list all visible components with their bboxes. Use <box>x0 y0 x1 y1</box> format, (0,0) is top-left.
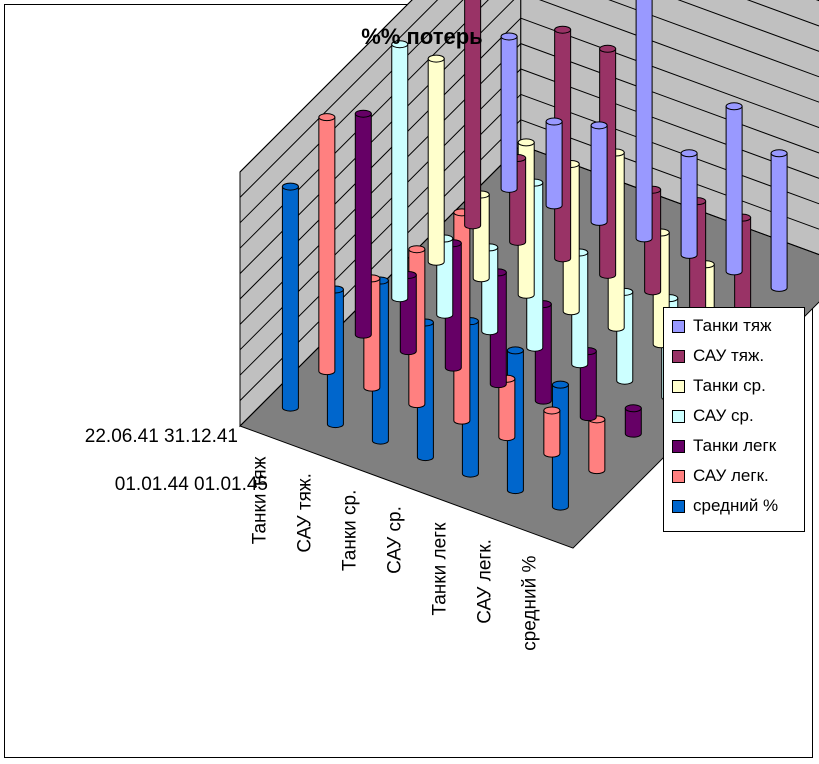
bar-4-0 <box>354 109 372 339</box>
x-tick-label: Танки ср. <box>339 490 360 571</box>
legend-item: средний % <box>672 494 778 518</box>
bar-3-0 <box>391 40 409 303</box>
bar-0-1 <box>545 117 563 210</box>
legend-swatch <box>672 469 685 483</box>
legend-label: Танки легк <box>693 436 777 455</box>
legend-swatch <box>672 439 685 453</box>
legend-swatch <box>672 349 685 363</box>
chart-axes: 00,10,20,30,40,50,60,70,80,91Танки тяжСА… <box>249 456 540 650</box>
legend-item: Танки легк <box>672 434 776 458</box>
legend-item: Танки ср. <box>672 374 766 398</box>
depth-axis-label-last: 01.01.44 01.01.45 <box>115 474 268 495</box>
bar-6-0 <box>281 182 299 412</box>
legend-label: Танки тяж <box>693 316 772 335</box>
legend-swatch <box>672 319 685 333</box>
x-tick-label: средний % <box>519 555 540 650</box>
bar-5-4 <box>498 374 516 442</box>
bar-5-5 <box>543 406 561 458</box>
legend-item: САУ ср. <box>672 404 754 428</box>
legend-swatch <box>672 409 685 423</box>
legend-label: Танки ср. <box>693 376 766 395</box>
depth-axis-label-first: 22.06.41 31.12.41 <box>85 426 238 447</box>
legend-item: САУ легк. <box>672 464 769 488</box>
bar-5-6 <box>588 415 606 475</box>
bar-2-0 <box>427 54 445 266</box>
chart-title: %% потерь <box>361 24 482 49</box>
x-tick-label: Танки тяж <box>249 456 270 544</box>
legend-item: САУ тяж. <box>672 344 764 368</box>
legend-label: САУ ср. <box>693 406 754 425</box>
chart-gridline <box>239 0 819 173</box>
bar-0-6 <box>770 149 788 292</box>
legend-label: средний % <box>693 496 779 515</box>
legend-label: САУ легк. <box>693 466 769 485</box>
bar-5-0 <box>318 113 336 376</box>
legend-swatch <box>672 379 685 393</box>
x-tick-label: САУ легк. <box>474 539 495 624</box>
bar-0-0 <box>500 32 518 193</box>
bar-0-4 <box>680 149 698 259</box>
bar-0-5 <box>725 102 743 276</box>
bar-0-3 <box>635 0 653 243</box>
chart-legend: Танки тяж САУ тяж. Танки ср. САУ ср. Танки л… <box>663 307 805 532</box>
bar-1-0 <box>464 0 482 230</box>
legend-swatch <box>672 499 685 513</box>
bar-0-2 <box>590 121 608 226</box>
legend-label: САУ тяж. <box>693 346 765 365</box>
x-tick-label: САУ тяж. <box>294 473 315 552</box>
x-tick-label: Танки легк <box>429 522 450 616</box>
chart-gridline <box>239 0 819 198</box>
x-tick-label: САУ ср. <box>384 506 405 574</box>
chart-bars <box>281 0 788 511</box>
legend-item: Танки тяж <box>672 314 771 338</box>
bar-4-6 <box>624 404 642 438</box>
